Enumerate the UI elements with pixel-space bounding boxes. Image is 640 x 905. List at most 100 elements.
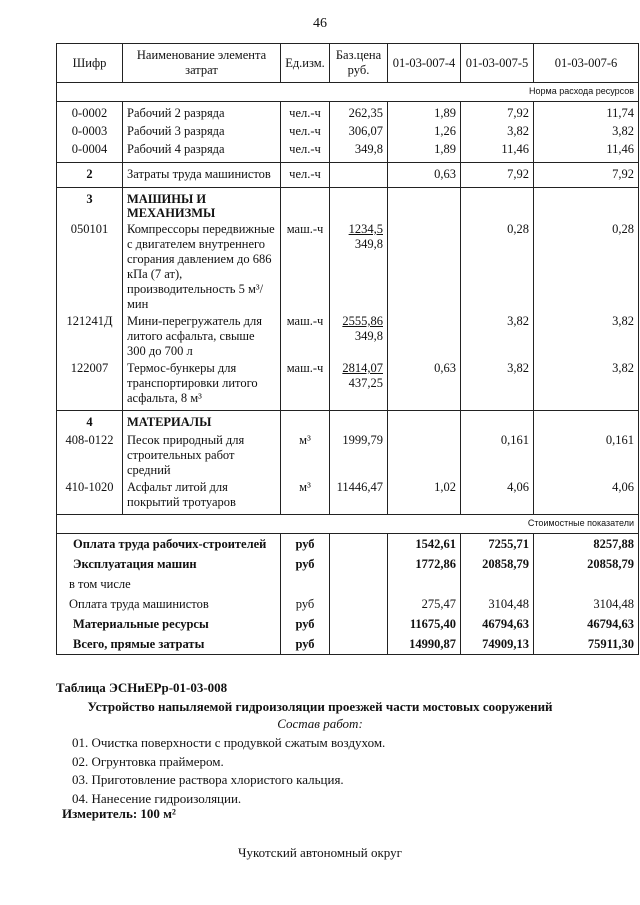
cost-unit: руб (280, 533, 330, 554)
cost-c5: 46794,63 (460, 614, 534, 634)
empty-cell (387, 221, 461, 313)
step: 03. Приготовление раствора хлористого ка… (72, 772, 344, 787)
cost-c6: 75911,30 (533, 634, 639, 655)
name-cell: Песок природный для строительных работ с… (122, 432, 281, 479)
unit-cell: м³ (280, 479, 330, 515)
header-cell: 01-03-007-6 (533, 43, 639, 83)
c6-cell: 7,92 (533, 162, 639, 188)
c4-cell: 0,63 (387, 360, 461, 411)
cost-c4: 275,47 (387, 594, 461, 614)
table-row: 122007 Термос-бункеры для транспортировки… (56, 360, 639, 411)
name-cell: Асфальт литой для покрытий тротуаров (122, 479, 281, 515)
step: 02. Огрунтовка праймером. (72, 753, 224, 769)
code-cell: 0-0004 (56, 141, 123, 163)
price-cell: 262,35 (329, 101, 388, 123)
c6-cell: 11,74 (533, 101, 639, 123)
row-group: 2 Затраты труда машинистов чел.-ч 0,63 7,92 7… (56, 162, 639, 188)
empty-cell (329, 634, 388, 655)
row-group: 4 МАТЕРИАЛЫ 408-0122 Песок природный для ст… (56, 410, 639, 515)
name-cell: Компрессоры передвижные с двигателем вну… (122, 221, 281, 313)
table-row: 050101 Компрессоры передвижные с двигател… (56, 221, 639, 313)
cost-c6: 8257,88 (533, 533, 639, 554)
cost-row: Всего, прямые затраты руб 14990,87 74909,13… (56, 634, 639, 655)
empty-cell (329, 410, 388, 432)
norm-label-section: Норма расхода ресурсов (56, 82, 639, 102)
table-row: 4 МАТЕРИАЛЫ (56, 410, 639, 432)
cost-c4: 1542,61 (387, 533, 461, 554)
table-row: 0-0003 Рабочий 3 разряда чел.-ч 306,07 1,26 3… (56, 123, 639, 141)
header-cell: Ед.изм. (280, 43, 330, 83)
empty-cell (280, 410, 330, 432)
header-cell: Баз.цена руб. (329, 43, 388, 83)
c5-cell: 3,82 (460, 360, 534, 411)
unit-cell: чел.-ч (280, 162, 330, 188)
cost-name: Эксплуатация машин (56, 554, 281, 574)
table-row: 2 Затраты труда машинистов чел.-ч 0,63 7,92 7… (56, 162, 639, 188)
table-title: Устройство напыляемой гидроизоляции прое… (87, 699, 553, 714)
row-group: 0-0002 Рабочий 2 разряда чел.-ч 262,35 1,89 7… (56, 101, 639, 163)
cost-c5: 74909,13 (460, 634, 534, 655)
cost-c6: 46794,63 (533, 614, 639, 634)
cost-section: Стоимостные показатели Оплата труда рабоч… (56, 514, 639, 655)
cost-name: Всего, прямые затраты (56, 634, 281, 655)
table-row: 121241Д Мини-перегружатель для литого асф… (56, 313, 639, 360)
cost-name: Оплата труда машинистов (56, 594, 281, 614)
price-cell: 306,07 (329, 123, 388, 141)
code-cell: 050101 (56, 221, 123, 313)
table-header: Шифр Наименование элемента затрат Ед.изм. Б… (56, 43, 639, 83)
unit-cell: чел.-ч (280, 101, 330, 123)
empty-cell (460, 187, 534, 221)
empty-cell (329, 594, 388, 614)
c4-cell: 1,89 (387, 101, 461, 123)
c5-cell: 7,92 (460, 101, 534, 123)
empty-cell (460, 574, 534, 594)
c6-cell: 3,82 (533, 360, 639, 411)
name-cell: Затраты труда машинистов (122, 162, 281, 188)
price-line: 2814,07 (342, 361, 383, 375)
c6-cell: 0,28 (533, 221, 639, 313)
norm-label: Норма расхода ресурсов (56, 82, 639, 102)
cost-unit: руб (280, 594, 330, 614)
c4-cell: 0,63 (387, 162, 461, 188)
step: 01. Очистка поверхности с продувкой сжат… (72, 735, 386, 750)
empty-cell (329, 614, 388, 634)
price-line: 349,8 (354, 329, 383, 343)
label-row: Норма расхода ресурсов (56, 82, 639, 102)
price-cell: 2555,86 349,8 (329, 313, 388, 360)
header-cell: 01-03-007-5 (460, 43, 534, 83)
c6-cell: 4,06 (533, 479, 639, 515)
cost-name: Оплата труда рабочих-строителей (56, 533, 281, 554)
cost-c5: 20858,79 (460, 554, 534, 574)
name-cell: Мини-перегружатель для литого асфальта, … (122, 313, 281, 360)
c5-cell: 0,161 (460, 432, 534, 479)
header-cell: 01-03-007-4 (387, 43, 461, 83)
price-line: 2555,86 (342, 314, 383, 328)
empty-cell (533, 410, 639, 432)
cost-c4: 11675,40 (387, 614, 461, 634)
c5-cell: 0,28 (460, 221, 534, 313)
empty-cell (387, 187, 461, 221)
unit-cell: маш.-ч (280, 313, 330, 360)
code-cell: 0-0003 (56, 123, 123, 141)
cost-c5: 3104,48 (460, 594, 534, 614)
cost-name: в том числе (56, 574, 281, 594)
c4-cell: 1,26 (387, 123, 461, 141)
cost-row: Эксплуатация машин руб 1772,86 20858,79 2085… (56, 554, 639, 574)
c6-cell: 11,46 (533, 141, 639, 163)
c5-cell: 7,92 (460, 162, 534, 188)
cost-label: Стоимостные показатели (56, 514, 639, 534)
table-row: 0-0004 Рабочий 4 разряда чел.-ч 349,8 1,89 11… (56, 141, 639, 163)
cost-c5: 7255,71 (460, 533, 534, 554)
header-cell: Шифр (56, 43, 123, 83)
c5-cell: 3,82 (460, 313, 534, 360)
name-cell: Термос-бункеры для транспортировки литог… (122, 360, 281, 411)
cost-c6: 20858,79 (533, 554, 639, 574)
meter: Измеритель: 100 м² (62, 806, 176, 821)
name-cell: Рабочий 2 разряда (122, 101, 281, 123)
price-cell: 2814,07 437,25 (329, 360, 388, 411)
unit-cell: маш.-ч (280, 221, 330, 313)
price-line: 437,25 (348, 376, 383, 390)
table-id: Таблица ЭСНиЕРр-01-03-008 (56, 680, 228, 695)
code-cell: 408-0122 (56, 432, 123, 479)
